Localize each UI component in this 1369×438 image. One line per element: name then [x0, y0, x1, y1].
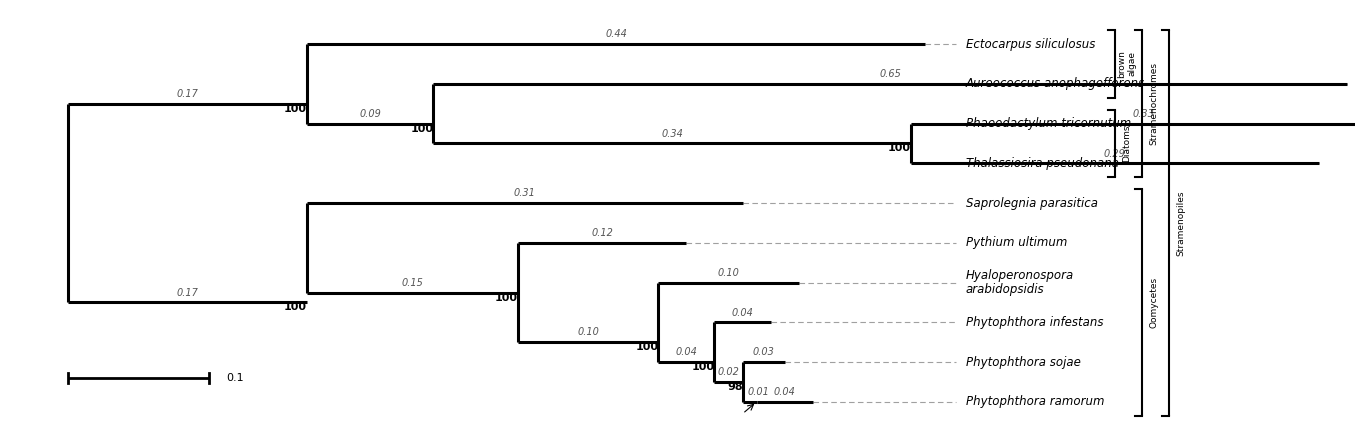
Text: Phytophthora ramorum: Phytophthora ramorum [965, 396, 1103, 408]
Text: 0.15: 0.15 [401, 278, 423, 288]
Text: 0.03: 0.03 [753, 347, 775, 357]
Text: 100: 100 [888, 144, 912, 153]
Text: 100: 100 [283, 303, 307, 312]
Text: 0.31: 0.31 [513, 188, 535, 198]
Text: 0.04: 0.04 [675, 347, 697, 357]
Text: Hyaloperonospora: Hyaloperonospora [965, 269, 1073, 282]
Text: Phytophthora infestans: Phytophthora infestans [965, 316, 1103, 329]
Text: 100: 100 [635, 342, 658, 352]
Text: 0.17: 0.17 [177, 288, 199, 298]
Text: 98: 98 [727, 382, 742, 392]
Text: 100: 100 [494, 293, 517, 303]
Text: 0.33: 0.33 [1132, 109, 1154, 119]
Text: arabidopsidis: arabidopsidis [965, 283, 1045, 296]
Text: Ectocarpus siliculosus: Ectocarpus siliculosus [965, 38, 1095, 51]
Text: 0.09: 0.09 [359, 109, 381, 119]
Text: 0.10: 0.10 [717, 268, 739, 278]
Text: brown
algae: brown algae [1117, 50, 1136, 78]
Text: 0.02: 0.02 [717, 367, 739, 377]
Text: 0.44: 0.44 [605, 29, 627, 39]
Text: 0.17: 0.17 [177, 89, 199, 99]
Text: Phaeodactylum tricornutum: Phaeodactylum tricornutum [965, 117, 1131, 130]
Text: Oomycetes: Oomycetes [1150, 277, 1158, 328]
Text: 100: 100 [283, 104, 307, 114]
Text: 0.65: 0.65 [879, 69, 901, 79]
Text: Stramenochromes: Stramenochromes [1150, 62, 1158, 145]
Text: 0.10: 0.10 [576, 328, 598, 337]
Text: Phytophthora sojae: Phytophthora sojae [965, 356, 1080, 369]
Text: Diatoms: Diatoms [1123, 125, 1131, 162]
Text: Stramenopiles: Stramenopiles [1177, 190, 1186, 256]
Text: 0.1: 0.1 [227, 373, 244, 383]
Text: Pythium ultimum: Pythium ultimum [965, 237, 1066, 249]
Text: 100: 100 [691, 362, 715, 372]
Text: 0.01: 0.01 [747, 387, 769, 397]
Text: 0.29: 0.29 [1103, 148, 1125, 159]
Text: Thalassiosira pseudonana: Thalassiosira pseudonana [965, 157, 1118, 170]
Text: 0.34: 0.34 [661, 129, 683, 139]
Text: 0.12: 0.12 [591, 228, 613, 238]
Text: Saprolegnia parasitica: Saprolegnia parasitica [965, 197, 1098, 210]
Text: 100: 100 [411, 124, 434, 134]
Text: 0.04: 0.04 [731, 307, 753, 318]
Text: Aureococcus anophagefferens: Aureococcus anophagefferens [965, 78, 1144, 90]
Text: 0.04: 0.04 [773, 387, 795, 397]
